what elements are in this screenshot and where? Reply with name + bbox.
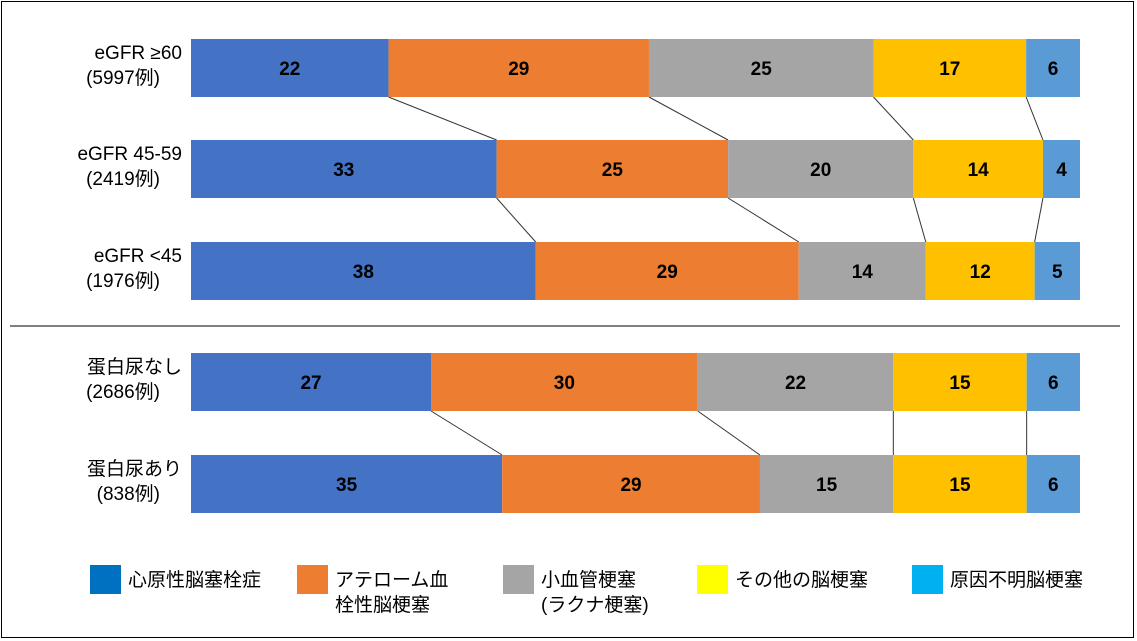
bar-segment-g1-r1-s4 xyxy=(1026,455,1080,513)
bar-segment-g0-r0-s1 xyxy=(388,39,649,97)
connector-g0-r1-b3 xyxy=(1034,197,1044,243)
value-label-g1-r0-s1: 30 xyxy=(554,373,575,394)
value-label-g0-r1-s1: 25 xyxy=(602,160,624,181)
bar-segment-g0-r1-s2 xyxy=(728,140,914,198)
bar-segment-g0-r1-s3 xyxy=(913,140,1043,198)
connector-g0-r1-b0 xyxy=(496,197,537,243)
bar-segment-g1-r0-s2 xyxy=(697,353,894,411)
bar-segment-g1-r1-s2 xyxy=(759,455,894,513)
legend-label-1-line2: 栓性脳梗塞 xyxy=(335,594,430,616)
connector-g0-r0-b3 xyxy=(1025,96,1044,141)
bar-segment-g0-r2-s0 xyxy=(191,242,536,300)
legend-swatch-3 xyxy=(697,565,728,594)
bar-segment-g1-r0-s1 xyxy=(431,353,698,411)
bar-segment-g0-r0-s3 xyxy=(873,39,1027,97)
connector-g0-r1-b2 xyxy=(912,197,927,243)
legend-label-4-line1: 原因不明脳梗塞 xyxy=(950,569,1083,591)
bar-segment-g0-r1-s1 xyxy=(496,140,729,198)
value-label-g1-r1-s3: 15 xyxy=(949,475,971,496)
value-label-g0-r2-s3: 12 xyxy=(970,262,991,283)
row-label-g1-r1-line2: (838例) xyxy=(97,483,160,505)
value-label-g1-r1-s0: 35 xyxy=(336,475,358,496)
value-label-g1-r0-s0: 27 xyxy=(300,373,321,394)
bar-segment-g0-r0-s2 xyxy=(648,39,874,97)
value-label-g0-r2-s4: 5 xyxy=(1052,262,1063,283)
legend-label-1-line1: アテローム血 xyxy=(335,569,448,591)
value-label-g1-r0-s4: 6 xyxy=(1048,373,1059,394)
bar-segment-g0-r0-s0 xyxy=(191,39,389,97)
value-label-g1-r1-s1: 29 xyxy=(620,475,641,496)
bar-segment-g0-r1-s4 xyxy=(1042,140,1080,198)
value-label-g1-r1-s4: 6 xyxy=(1048,475,1059,496)
value-label-g0-r0-s3: 17 xyxy=(939,59,960,80)
value-label-g0-r2-s0: 38 xyxy=(353,262,374,283)
value-label-g0-r0-s1: 29 xyxy=(508,59,529,80)
row-label-g0-r0-line1: eGFR ≥60 xyxy=(94,43,182,64)
row-label-g0-r2-line1: eGFR <45 xyxy=(94,246,182,267)
connector-lines xyxy=(388,96,1044,456)
legend-swatch-0 xyxy=(90,565,121,594)
legend-swatch-2 xyxy=(503,565,534,594)
value-label-g0-r0-s2: 25 xyxy=(751,59,773,80)
value-label-g0-r1-s4: 4 xyxy=(1056,160,1067,181)
row-label-g1-r0-line1: 蛋白尿なし xyxy=(87,356,182,378)
value-label-g0-r2-s2: 14 xyxy=(852,262,874,283)
legend-label-2-line1: 小血管梗塞 xyxy=(541,569,636,591)
row-label-g0-r1-line1: eGFR 45-59 xyxy=(77,144,182,165)
value-label-g0-r1-s3: 14 xyxy=(968,160,990,181)
bar-segment-g0-r2-s2 xyxy=(798,242,926,300)
legend-label-3-line1: その他の脳梗塞 xyxy=(735,569,868,591)
bar-segment-g0-r2-s4 xyxy=(1034,242,1080,300)
row-labels: eGFR ≥60 (5997例) eGFR 45-59 (2419例) eGFR <45… xyxy=(77,43,182,505)
connector-g0-r0-b1 xyxy=(648,96,729,141)
value-label-g1-r1-s2: 15 xyxy=(816,475,838,496)
row-label-g0-r0-line2: (5997例) xyxy=(86,67,160,89)
value-label-g1-r0-s2: 22 xyxy=(785,373,806,394)
connector-g0-r0-b0 xyxy=(388,96,497,141)
bar-segment-g1-r0-s4 xyxy=(1026,353,1080,411)
connector-g0-r0-b2 xyxy=(873,96,914,141)
value-label-g0-r0-s0: 22 xyxy=(279,59,300,80)
value-label-g0-r1-s2: 20 xyxy=(810,160,831,181)
row-label-g0-r1-line2: (2419例) xyxy=(86,168,160,190)
legend-label-0-line1: 心原性脳塞栓症 xyxy=(128,569,261,591)
row-label-g1-r1-line1: 蛋白尿あり xyxy=(87,458,182,480)
bar-segment-g0-r0-s4 xyxy=(1026,39,1080,97)
row-label-g0-r2-line2: (1976例) xyxy=(86,270,160,292)
bar-segment-g0-r1-s0 xyxy=(191,140,497,198)
bar-segment-g0-r2-s3 xyxy=(925,242,1035,300)
bar-segment-g1-r0-s0 xyxy=(191,353,432,411)
connector-g1-r0-b0 xyxy=(430,410,503,456)
bar-segment-g1-r1-s0 xyxy=(191,455,503,513)
bar-segment-g1-r1-s1 xyxy=(502,455,760,513)
row-label-g1-r0-line2: (2686例) xyxy=(86,381,160,403)
legend-swatch-1 xyxy=(297,565,328,594)
bars: 22 29 25 17 6 33 25 20 14 4 38 29 14 12 5 27 30 22 15 6 35 29… xyxy=(191,39,1080,513)
value-label-g1-r0-s3: 15 xyxy=(949,373,971,394)
bar-segment-g1-r0-s3 xyxy=(893,353,1027,411)
value-label-g0-r0-s4: 6 xyxy=(1048,59,1059,80)
value-label-g0-r1-s0: 33 xyxy=(333,160,354,181)
legend-label-2-line2: (ラクナ梗塞) xyxy=(541,594,649,616)
connector-g0-r1-b1 xyxy=(727,197,800,243)
legend-swatch-4 xyxy=(912,565,943,594)
connector-g1-r0-b1 xyxy=(697,410,761,456)
bar-segment-g1-r1-s3 xyxy=(893,455,1027,513)
bar-segment-g0-r2-s1 xyxy=(535,242,799,300)
value-label-g0-r2-s1: 29 xyxy=(657,262,678,283)
